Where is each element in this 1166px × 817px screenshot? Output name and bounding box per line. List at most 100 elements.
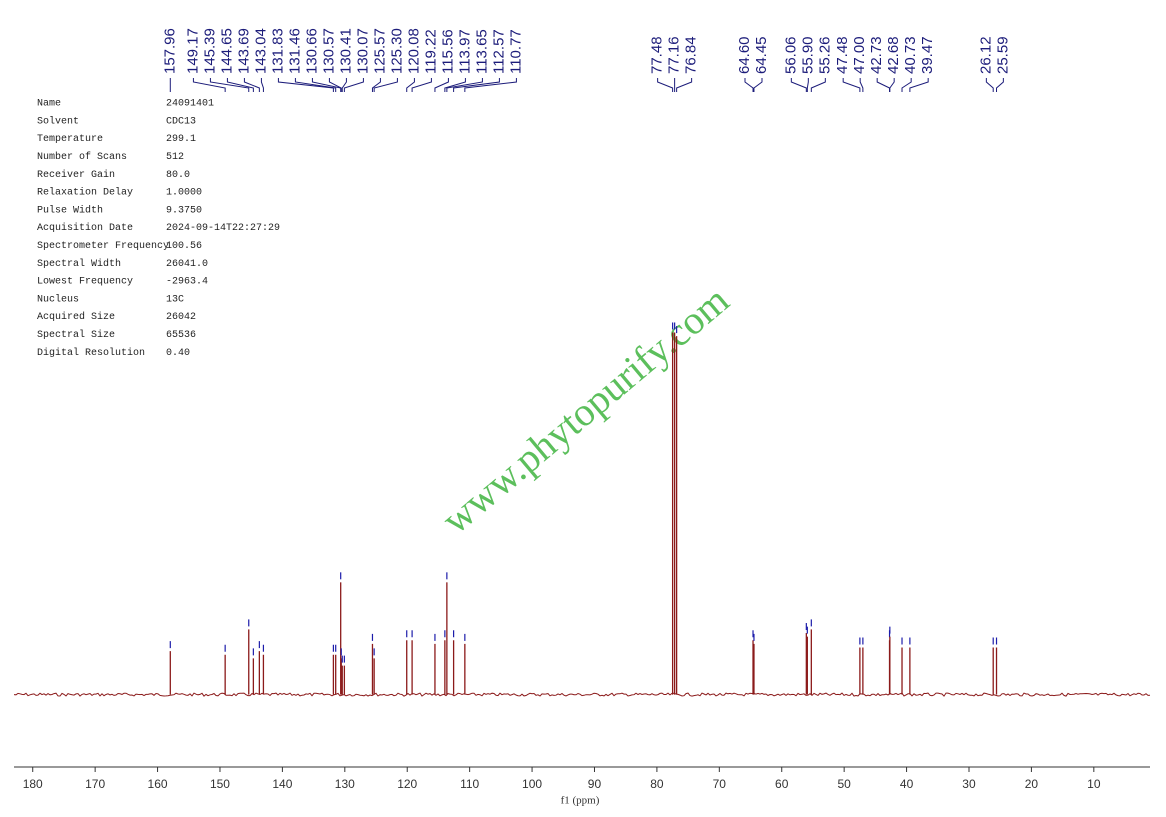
x-tick-label: 110 — [460, 777, 479, 791]
peak-label-connector — [277, 78, 334, 92]
param-name: Solvent — [37, 115, 79, 127]
peak-label-connector — [842, 78, 861, 92]
peak-label-connector — [996, 78, 1004, 92]
peak-label-connector — [192, 78, 226, 92]
peak-label: 25.59 — [994, 36, 1011, 74]
param-name: Nucleus — [37, 293, 79, 305]
x-tick-label: 30 — [962, 777, 976, 791]
x-tick-label: 50 — [837, 777, 851, 791]
peak-label-connector — [226, 78, 254, 92]
peak-label-connector — [328, 78, 342, 92]
peak-label: 130.07 — [354, 28, 371, 74]
peak-label: 42.68 — [885, 36, 902, 74]
param-value: 2024-09-14T22:27:29 — [166, 223, 280, 234]
peak-label-connector — [676, 78, 693, 92]
param-value: 299.1 — [166, 134, 196, 145]
param-name: Acquisition Date — [37, 222, 133, 234]
peak-label-connector — [806, 78, 809, 92]
peak-label-connector — [243, 78, 260, 92]
x-tick-label: 140 — [272, 777, 292, 791]
peak-label-connector — [753, 78, 763, 92]
peak-label: 113.97 — [456, 29, 473, 74]
param-value: 65536 — [166, 330, 196, 341]
peak-label: 77.48 — [649, 36, 666, 74]
watermark: www.phytopurify.com — [433, 277, 737, 542]
peak-label: 47.48 — [834, 36, 851, 74]
param-value: 0.40 — [166, 348, 190, 359]
param-name: Relaxation Delay — [37, 187, 133, 199]
x-tick-label: 20 — [1025, 777, 1039, 791]
peak-label-connector — [810, 78, 826, 92]
peak-label: 26.12 — [977, 36, 994, 74]
x-tick-label: 170 — [85, 777, 105, 791]
peak-label-connector — [744, 78, 754, 92]
peak-label: 115.56 — [439, 29, 456, 74]
peak-label: 149.17 — [184, 28, 201, 74]
peak-label: 130.41 — [337, 28, 354, 74]
param-value: -2963.4 — [166, 277, 208, 288]
peak-label-connector — [373, 78, 398, 92]
param-value: 9.3750 — [166, 205, 202, 216]
x-tick-label: 70 — [713, 777, 727, 791]
param-value: 512 — [166, 152, 184, 163]
param-name: Number of Scans — [37, 151, 127, 163]
peak-label: 39.47 — [919, 36, 936, 74]
param-name: Spectral Size — [37, 329, 115, 341]
param-name: Lowest Frequency — [37, 277, 133, 288]
baseline-noise — [13, 692, 1151, 697]
peak-label: 76.84 — [683, 36, 700, 74]
x-tick-label: 180 — [23, 777, 43, 791]
peak-label: 112.57 — [490, 29, 507, 74]
param-value: 80.0 — [166, 170, 190, 181]
x-tick-label: 150 — [210, 777, 230, 791]
peak-label: 144.65 — [218, 28, 235, 74]
param-name: Acquired Size — [37, 311, 115, 323]
param-value: 1.0000 — [166, 188, 202, 199]
peak-label-connector — [209, 78, 250, 92]
peak-label: 56.06 — [782, 36, 799, 74]
peak-label-connector — [444, 78, 466, 92]
peak-label-connector — [464, 78, 517, 92]
peak-label: 143.69 — [235, 28, 252, 74]
peak-label-connector — [859, 78, 864, 92]
param-name: Name — [37, 99, 61, 110]
x-tick-label: 90 — [588, 777, 602, 791]
x-tick-label: 160 — [148, 777, 168, 791]
peak-label: 143.04 — [252, 28, 269, 74]
param-value: 26042 — [166, 312, 196, 323]
peak-label-connector — [411, 78, 432, 92]
peak-label: 130.57 — [320, 28, 337, 74]
peak-label: 64.60 — [736, 36, 753, 74]
param-name: Pulse Width — [37, 204, 103, 216]
x-axis-label: f1 (ppm) — [561, 795, 600, 807]
peak-label: 77.16 — [666, 36, 683, 74]
peak-label: 125.57 — [371, 28, 388, 74]
param-value: 13C — [166, 294, 184, 305]
param-value: 100.56 — [166, 241, 202, 252]
peak-label: 113.65 — [473, 29, 490, 74]
x-tick-label: 40 — [900, 777, 914, 791]
peak-label-connector — [434, 78, 449, 92]
peak-label: 157.96 — [161, 28, 178, 74]
x-tick-label: 100 — [522, 777, 542, 791]
param-name: Spectrometer Frequency — [37, 241, 169, 252]
peak-label-connector — [294, 78, 337, 92]
peak-label: 42.73 — [868, 36, 885, 74]
param-name: Temperature — [37, 134, 103, 145]
x-tick-label: 10 — [1087, 777, 1101, 791]
peak-label-connector — [901, 78, 912, 92]
peak-label: 120.08 — [405, 28, 422, 74]
peak-label: 40.73 — [902, 36, 919, 74]
x-tick-label: 120 — [397, 777, 417, 791]
peak-label: 110.77 — [507, 29, 524, 74]
peak-label-connector — [371, 78, 381, 92]
peak-label: 47.00 — [851, 36, 868, 74]
peak-label: 131.46 — [286, 28, 303, 74]
peak-label: 55.90 — [799, 36, 816, 74]
param-name: Receiver Gain — [37, 169, 115, 181]
param-name: Spectral Width — [37, 258, 121, 270]
peak-label: 145.39 — [201, 28, 218, 74]
peak-label-connector — [876, 78, 891, 92]
peak-label-connector — [657, 78, 674, 92]
peak-label-connector — [343, 78, 364, 92]
